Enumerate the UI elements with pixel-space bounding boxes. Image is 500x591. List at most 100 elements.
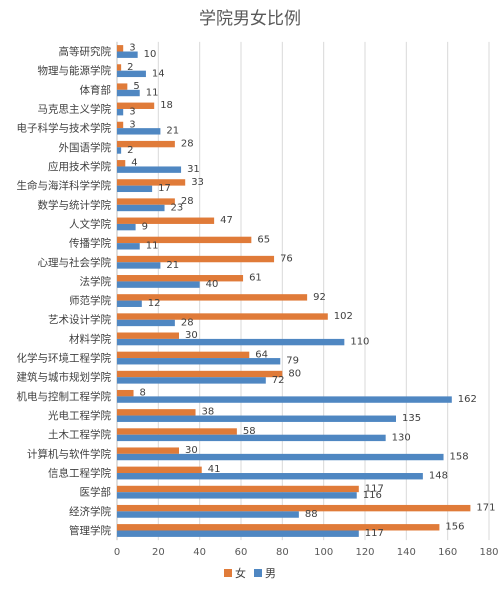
x-tick-label: 60 bbox=[235, 547, 248, 558]
bar-male bbox=[117, 358, 281, 365]
data-label-female: 41 bbox=[208, 464, 221, 475]
data-label-female: 33 bbox=[191, 177, 204, 188]
bar-male bbox=[117, 434, 386, 442]
bar-male bbox=[117, 396, 452, 403]
bar-female bbox=[117, 83, 128, 90]
bar-male bbox=[117, 89, 140, 97]
category-label: 土木工程学院 bbox=[48, 428, 111, 441]
data-label-male: 116 bbox=[363, 490, 382, 501]
bar-female bbox=[117, 294, 308, 301]
category-label: 光电工程学院 bbox=[48, 409, 111, 422]
bar-male bbox=[117, 262, 161, 269]
bar-female bbox=[117, 64, 122, 71]
bar-male bbox=[117, 415, 396, 422]
category-label: 医学部 bbox=[80, 486, 112, 499]
data-label-male: 21 bbox=[166, 126, 179, 137]
bar-male bbox=[117, 338, 345, 346]
bar-female bbox=[117, 255, 275, 263]
bar-female bbox=[117, 45, 124, 52]
data-label-male: 23 bbox=[171, 202, 184, 213]
data-label-male: 130 bbox=[392, 432, 411, 443]
bar-female bbox=[117, 370, 283, 378]
bar-male bbox=[117, 223, 136, 231]
legend-swatch-female bbox=[224, 569, 232, 577]
category-label: 信息工程学院 bbox=[48, 467, 111, 480]
data-label-male: 28 bbox=[181, 317, 194, 328]
data-label-male: 21 bbox=[166, 260, 179, 271]
legend-swatch-male bbox=[254, 569, 262, 577]
bar-female bbox=[117, 102, 155, 109]
data-label-female: 65 bbox=[257, 234, 270, 245]
category-label: 建筑与城市规划学院 bbox=[17, 371, 112, 384]
data-label-female: 38 bbox=[202, 407, 215, 418]
bar-male bbox=[117, 70, 146, 78]
data-label-female: 3 bbox=[129, 119, 135, 130]
data-label-male: 12 bbox=[148, 298, 161, 309]
category-label: 传播学院 bbox=[69, 237, 111, 250]
data-label-male: 158 bbox=[450, 451, 469, 462]
data-label-female: 92 bbox=[313, 292, 326, 303]
data-label-female: 102 bbox=[334, 311, 353, 322]
data-label-female: 61 bbox=[249, 273, 262, 284]
category-label: 生命与海洋科学学院 bbox=[17, 179, 112, 192]
bar-female bbox=[117, 409, 196, 416]
bar-male bbox=[117, 147, 122, 154]
category-label: 数学与统计学院 bbox=[38, 198, 112, 211]
x-tick-label: 20 bbox=[152, 547, 165, 558]
x-tick-label: 80 bbox=[276, 547, 289, 558]
data-label-male: 17 bbox=[158, 183, 171, 194]
bar-male bbox=[117, 530, 359, 537]
data-label-female: 76 bbox=[280, 253, 293, 264]
data-label-male: 117 bbox=[365, 528, 384, 539]
bar-male bbox=[117, 128, 161, 135]
data-label-female: 4 bbox=[131, 158, 137, 169]
data-label-male: 2 bbox=[127, 145, 133, 156]
bar-male bbox=[117, 377, 266, 384]
data-label-male: 148 bbox=[429, 471, 448, 482]
bar-male bbox=[117, 243, 140, 250]
data-label-male: 31 bbox=[187, 164, 200, 175]
data-label-male: 10 bbox=[144, 49, 157, 60]
data-label-female: 5 bbox=[133, 81, 139, 92]
data-label-female: 58 bbox=[243, 426, 256, 437]
bar-female bbox=[117, 504, 471, 512]
category-label: 机电与控制工程学院 bbox=[17, 390, 112, 403]
bar-female bbox=[117, 275, 244, 282]
data-label-female: 117 bbox=[365, 483, 384, 494]
data-label-male: 9 bbox=[142, 222, 148, 233]
category-label: 外国语学院 bbox=[59, 141, 112, 154]
bar-female bbox=[117, 313, 328, 320]
category-label: 法学院 bbox=[80, 275, 112, 288]
x-tick-label: 140 bbox=[397, 547, 416, 558]
bar-male bbox=[117, 473, 423, 480]
category-label: 管理学院 bbox=[69, 524, 111, 537]
data-label-female: 28 bbox=[181, 139, 194, 150]
bar-female bbox=[117, 160, 126, 167]
x-tick-label: 120 bbox=[355, 547, 374, 558]
bar-male bbox=[117, 281, 200, 288]
bar-male bbox=[117, 185, 153, 193]
category-label: 体育部 bbox=[80, 83, 112, 96]
category-label: 物理与能源学院 bbox=[38, 64, 112, 77]
bar-female bbox=[117, 332, 179, 339]
bar-female bbox=[117, 179, 186, 186]
bar-male bbox=[117, 300, 142, 307]
data-label-female: 171 bbox=[476, 503, 495, 514]
bar-male bbox=[117, 108, 124, 116]
bar-male bbox=[117, 319, 175, 327]
bar-male bbox=[117, 492, 357, 499]
category-label: 化学与环境工程学院 bbox=[17, 352, 112, 365]
bar-male bbox=[117, 51, 138, 58]
bar-male bbox=[117, 204, 165, 212]
x-tick-label: 100 bbox=[314, 547, 333, 558]
category-label: 电子科学与技术学院 bbox=[17, 122, 112, 135]
x-tick-label: 40 bbox=[193, 547, 206, 558]
data-label-male: 40 bbox=[206, 279, 219, 290]
data-label-female: 28 bbox=[181, 196, 194, 207]
data-label-female: 18 bbox=[160, 100, 173, 111]
bar-female bbox=[117, 485, 359, 493]
data-label-female: 47 bbox=[220, 215, 233, 226]
bar-female bbox=[117, 140, 175, 148]
data-label-female: 30 bbox=[185, 330, 198, 341]
